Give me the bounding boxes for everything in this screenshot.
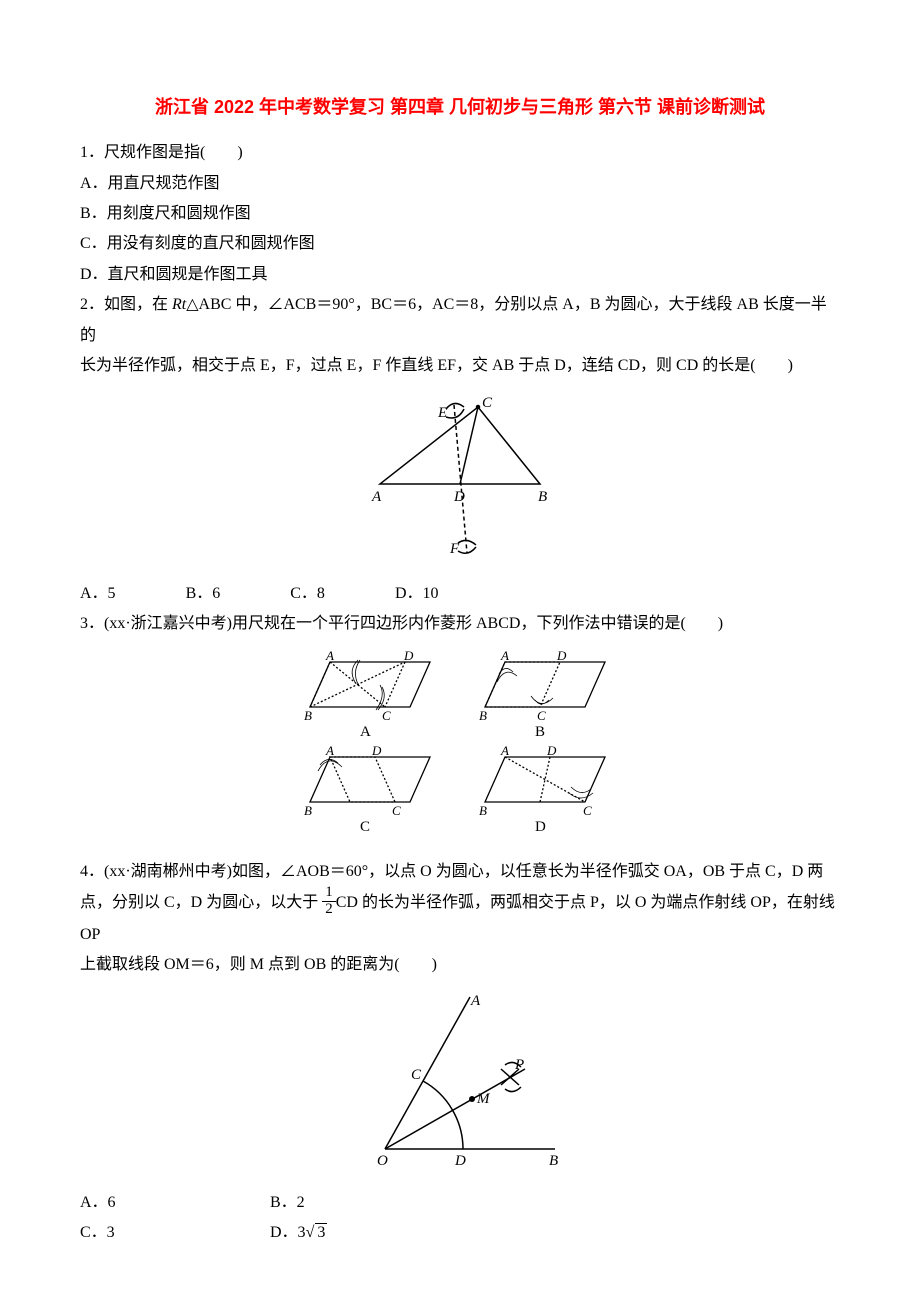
q2-optB: B．6 — [186, 579, 221, 609]
q2-optA: A．5 — [80, 579, 116, 609]
q4-optD: D．3√3 — [270, 1218, 460, 1248]
q3-stem: 3．(xx·浙江嘉兴中考)用尺规在一个平行四边形内作菱形 ABCD，下列作法中错… — [80, 609, 840, 639]
q1-optB: B．用刻度尺和圆规作图 — [80, 199, 840, 229]
q2-stem2: 长为半径作弧，相交于点 E，F，过点 E，F 作直线 EF，交 AB 于点 D，… — [80, 351, 840, 381]
q4-label-D: D — [454, 1153, 466, 1169]
q2-figure: A B C D E F — [80, 389, 840, 570]
q4-options-row1: A．6 B．2 — [80, 1188, 840, 1218]
q2-label-A: A — [371, 489, 382, 505]
q4-label-P: P — [514, 1057, 524, 1073]
svg-text:D: D — [556, 648, 567, 663]
q2-options: A．5 B．6 C．8 D．10 — [80, 579, 840, 609]
q2-label-C: C — [482, 395, 493, 411]
svg-text:B: B — [479, 803, 487, 818]
q2-optC: C．8 — [290, 579, 325, 609]
svg-text:A: A — [360, 724, 371, 740]
q2-optD: D．10 — [395, 579, 439, 609]
svg-text:C: C — [360, 819, 370, 835]
q4-optB: B．2 — [270, 1188, 460, 1218]
svg-text:D: D — [371, 743, 382, 758]
q4-label-C: C — [411, 1067, 422, 1083]
q4-label-M: M — [476, 1091, 491, 1107]
q4-stem3: 上截取线段 OM＝6，则 M 点到 OB 的距离为( ) — [80, 950, 840, 980]
q4-figure: O B A C D M P — [80, 989, 840, 1180]
page-title: 浙江省 2022 年中考数学复习 第四章 几何初步与三角形 第六节 课前诊断测试 — [80, 90, 840, 124]
svg-text:C: C — [537, 708, 546, 723]
q2-stem1: 2．如图，在 Rt△ABC 中，∠ACB＝90°，BC＝6，AC＝8，分别以点 … — [80, 290, 840, 351]
q2-label-F: F — [449, 541, 460, 557]
svg-text:D: D — [403, 648, 414, 663]
svg-text:A: A — [500, 743, 509, 758]
q2-label-E: E — [437, 405, 447, 421]
svg-text:A: A — [325, 648, 334, 663]
q4-stem2: 点，分别以 C，D 为圆心，以大于 12CD 的长为半径作弧，两弧相交于点 P，… — [80, 887, 840, 950]
q4-optA: A．6 — [80, 1188, 270, 1218]
svg-text:B: B — [304, 803, 312, 818]
q4-label-B: B — [549, 1153, 558, 1169]
q3-figure: A D B C A A D B C — [80, 647, 840, 848]
svg-text:B: B — [479, 708, 487, 723]
svg-text:D: D — [535, 819, 546, 835]
q1-stem: 1．尺规作图是指( ) — [80, 138, 840, 168]
svg-text:D: D — [546, 743, 557, 758]
svg-text:B: B — [535, 724, 545, 740]
q2-label-B: B — [538, 489, 547, 505]
q4-stem1: 4．(xx·湖南郴州中考)如图，∠AOB＝60°，以点 O 为圆心，以任意长为半… — [80, 857, 840, 887]
q4-label-O: O — [377, 1153, 388, 1169]
svg-text:A: A — [500, 648, 509, 663]
q1-optD: D．直尺和圆规是作图工具 — [80, 260, 840, 290]
svg-text:C: C — [392, 803, 401, 818]
q1-optA: A．用直尺规范作图 — [80, 169, 840, 199]
svg-text:C: C — [382, 708, 391, 723]
svg-text:A: A — [325, 743, 334, 758]
svg-text:C: C — [583, 803, 592, 818]
q2-label-D: D — [453, 489, 465, 505]
q4-options-row2: C．3 D．3√3 — [80, 1218, 840, 1248]
q4-optC: C．3 — [80, 1218, 270, 1248]
q4-label-A: A — [470, 993, 481, 1009]
svg-text:B: B — [304, 708, 312, 723]
q1-optC: C．用没有刻度的直尺和圆规作图 — [80, 229, 840, 259]
